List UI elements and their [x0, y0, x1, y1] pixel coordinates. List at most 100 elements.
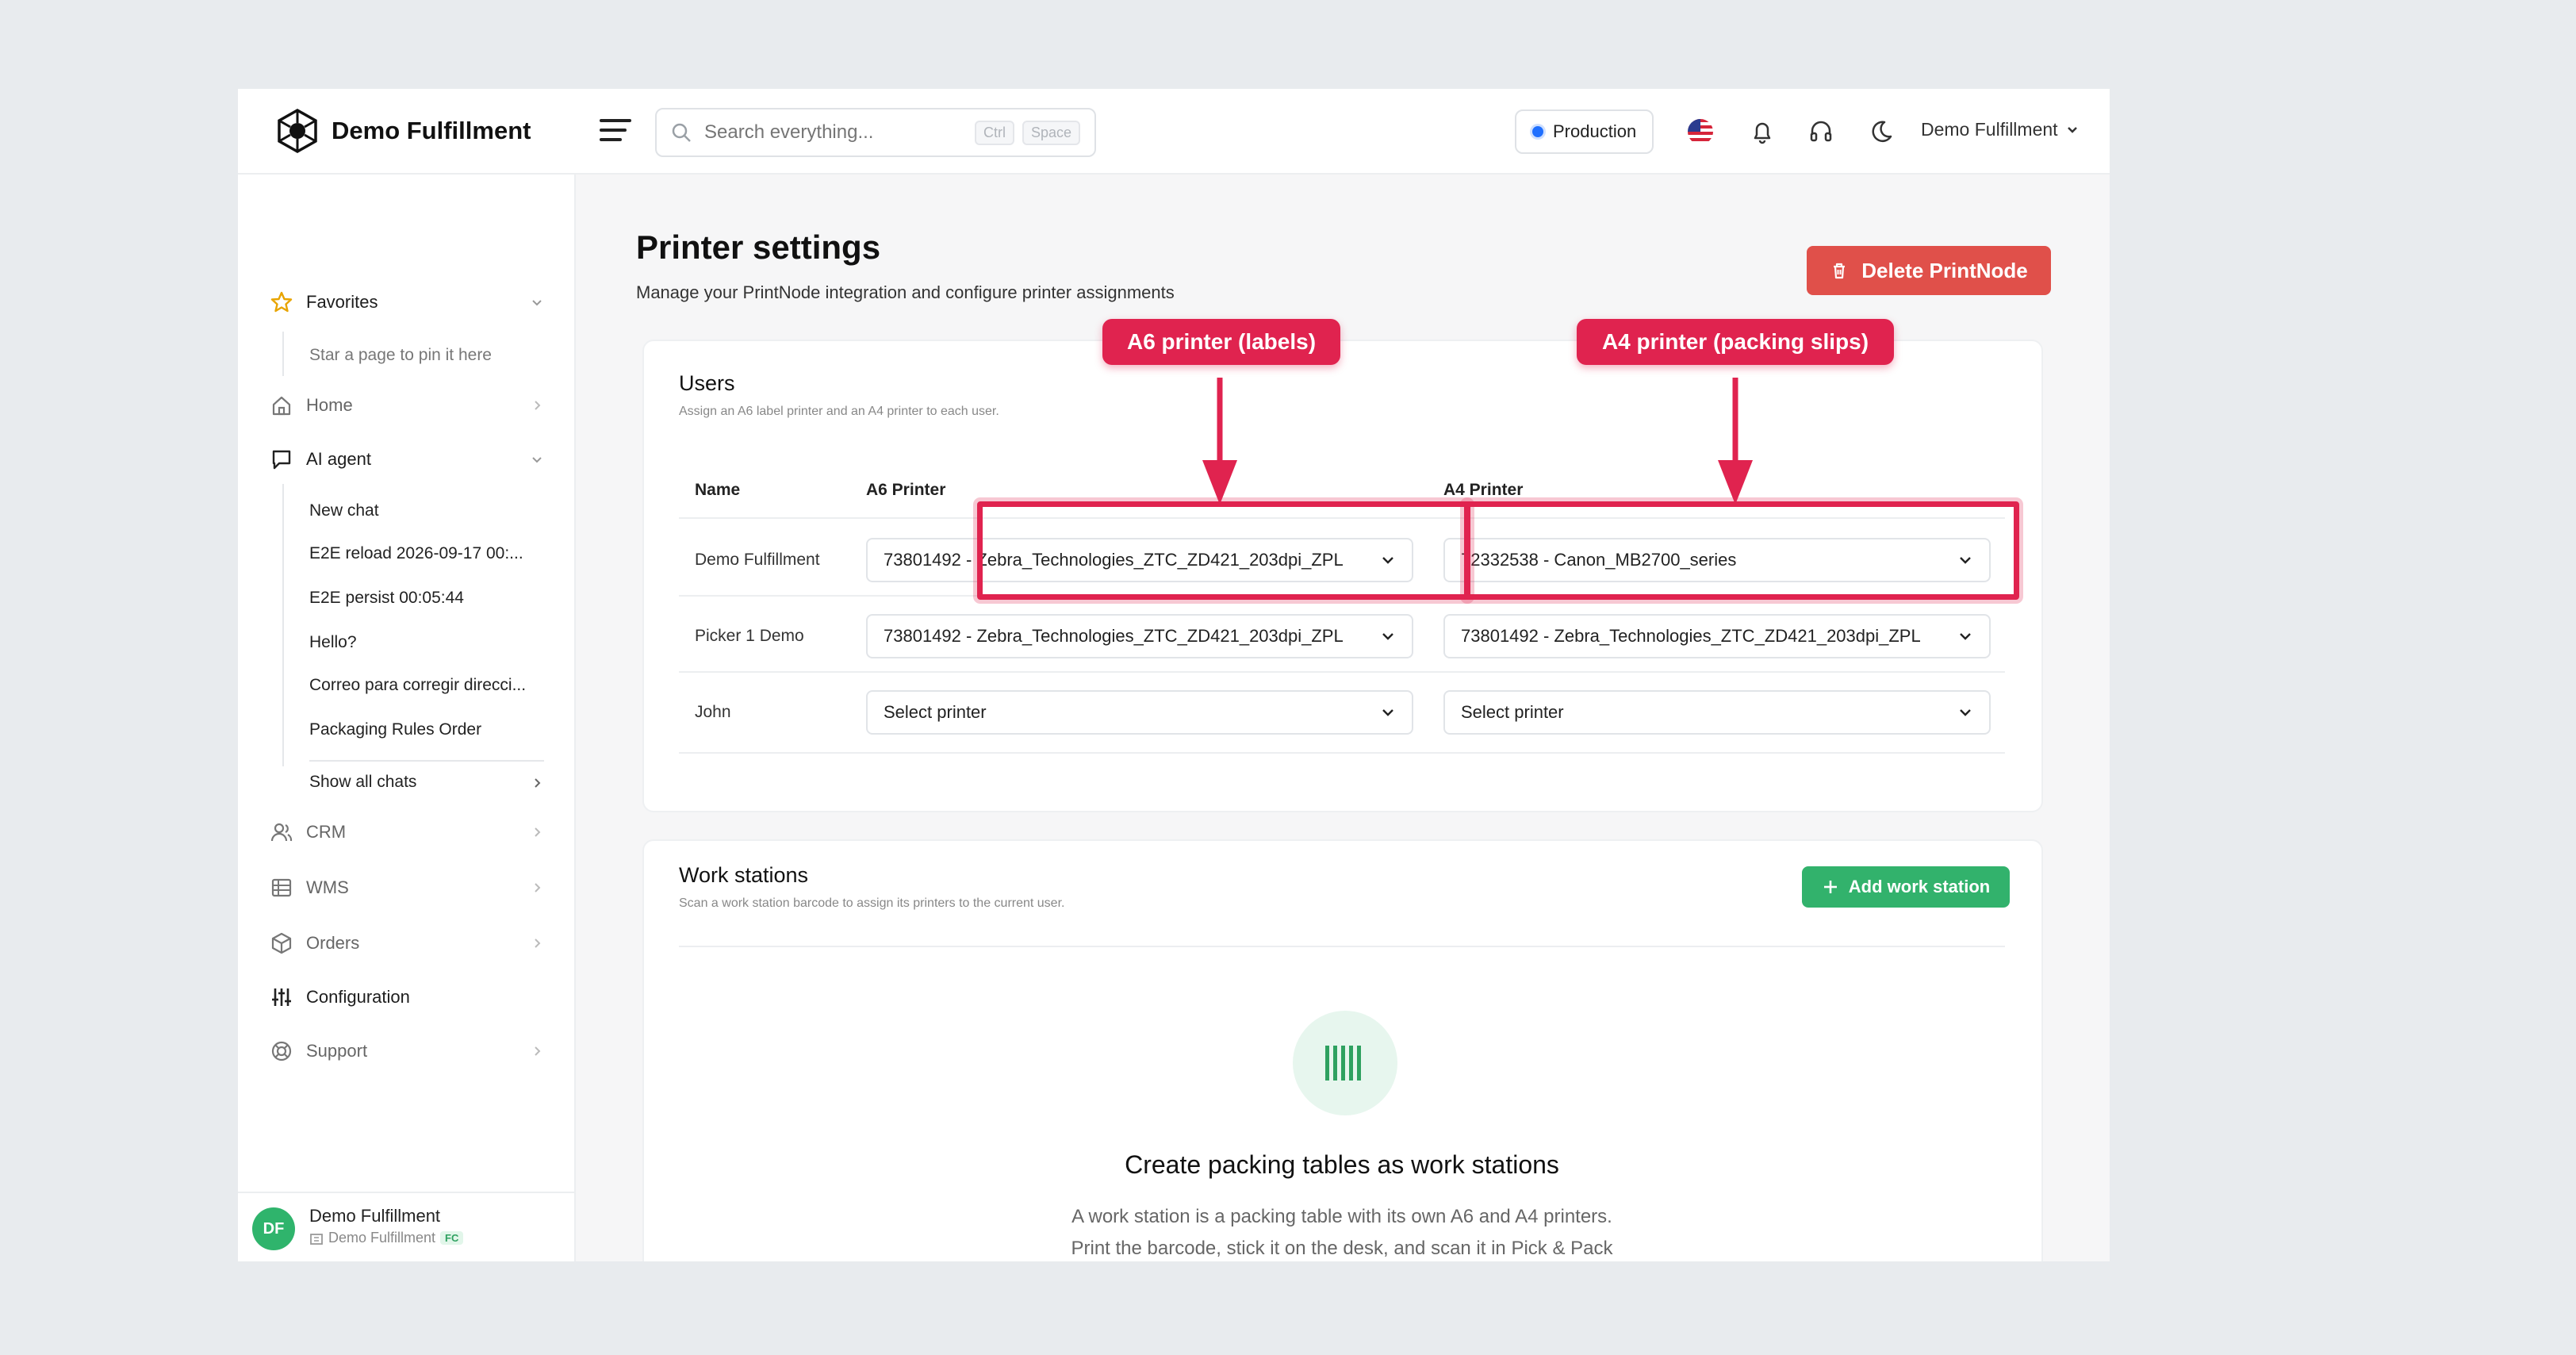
empty-state-title: Create packing tables as work stations	[1125, 1150, 1559, 1179]
chat-item[interactable]: E2E reload 2026-09-17 00:...	[309, 544, 523, 562]
chevron-down-icon	[1960, 633, 1971, 640]
sidebar-item-label: Support	[306, 1041, 368, 1061]
search-icon	[672, 123, 691, 142]
chat-item[interactable]: Packaging Rules Order	[309, 720, 482, 739]
chevron-down-icon	[1960, 709, 1971, 716]
sidebar-item-label: Favorites	[306, 292, 378, 312]
environment-label: Production	[1553, 121, 1637, 141]
select-value: 73801492 - Zebra_Technologies_ZTC_ZD421_…	[884, 550, 1344, 570]
column-header-a6: A6 Printer	[866, 481, 946, 499]
a6-printer-select[interactable]: 73801492 - Zebra_Technologies_ZTC_ZD421_…	[866, 538, 1413, 582]
work-stations-title: Work stations	[679, 863, 809, 887]
menu-toggle-icon[interactable]	[600, 119, 631, 144]
sidebar-item-wms[interactable]: WMS	[270, 876, 544, 900]
table-row-name: John	[695, 703, 731, 721]
table-divider	[679, 671, 2005, 673]
chevron-right-icon	[535, 1046, 541, 1056]
page-subtitle: Manage your PrintNode integration and co…	[636, 282, 1175, 302]
show-all-chats-link[interactable]: Show all chats	[309, 773, 544, 792]
ai-agent-divider	[282, 484, 284, 766]
empty-state-text: A work station is a packing table with i…	[1071, 1206, 1612, 1227]
chat-item[interactable]: E2E persist 00:05:44	[309, 589, 464, 607]
chat-item[interactable]: New chat	[309, 501, 379, 520]
chat-item[interactable]: Correo para corregir direcci...	[309, 676, 527, 694]
brand-logo[interactable]: Demo Fulfillment	[274, 108, 531, 154]
chevron-right-icon	[535, 827, 541, 837]
card-divider	[679, 946, 2005, 947]
account-footer[interactable]: DF Demo Fulfillment Demo Fulfillment FC	[238, 1192, 576, 1261]
user-menu[interactable]: Demo Fulfillment	[1921, 119, 2079, 140]
chat-list-divider	[309, 760, 544, 762]
account-badge: FC	[440, 1231, 464, 1245]
chevron-right-icon	[535, 401, 541, 410]
sidebar-item-home[interactable]: Home	[270, 393, 544, 417]
sidebar: Favorites Star a page to pin it here Hom…	[238, 175, 576, 1261]
search-input[interactable]	[704, 121, 967, 144]
chat-item[interactable]: Hello?	[309, 633, 357, 651]
environment-badge[interactable]: Production	[1515, 109, 1654, 154]
favorites-hint: Star a page to pin it here	[309, 346, 492, 364]
delete-printnode-button[interactable]: Delete PrintNode	[1807, 246, 2051, 295]
search-bar[interactable]: Ctrl Space	[655, 108, 1096, 157]
shortcut-space-key: Space	[1022, 120, 1080, 145]
avatar: DF	[252, 1207, 295, 1250]
us-flag-icon[interactable]	[1686, 117, 1715, 146]
sidebar-item-support[interactable]: Support	[270, 1039, 544, 1063]
sidebar-item-configuration[interactable]: Configuration	[270, 985, 544, 1009]
a6-printer-select[interactable]: 73801492 - Zebra_Technologies_ZTC_ZD421_…	[866, 614, 1413, 658]
sidebar-item-label: Configuration	[306, 987, 410, 1007]
environment-dot	[1532, 126, 1543, 137]
sidebar-item-crm[interactable]: CRM	[270, 820, 544, 844]
headset-icon[interactable]	[1807, 117, 1835, 146]
sidebar-item-label: AI agent	[306, 449, 371, 469]
add-work-station-label: Add work station	[1848, 877, 1991, 896]
dark-mode-moon-icon[interactable]	[1867, 117, 1896, 146]
add-work-station-button[interactable]: Add work station	[1802, 866, 2010, 908]
a4-annotation-label: A4 printer (packing slips)	[1577, 319, 1894, 365]
chevron-right-icon	[535, 778, 541, 788]
table-divider	[679, 752, 2005, 754]
account-name: Demo Fulfillment	[309, 1206, 441, 1226]
users-card: Users Assign an A6 label printer and an …	[642, 340, 2043, 812]
user-menu-label: Demo Fulfillment	[1921, 119, 2058, 140]
sliders-icon	[272, 988, 291, 1006]
sidebar-item-label: CRM	[306, 822, 347, 842]
table-row-name: Demo Fulfillment	[695, 551, 820, 569]
chat-bubble-icon	[272, 450, 291, 470]
bell-icon[interactable]	[1748, 117, 1777, 146]
sidebar-item-orders[interactable]: Orders	[270, 931, 544, 955]
column-header-a4: A4 Printer	[1443, 481, 1524, 499]
select-value: 73801492 - Zebra_Technologies_ZTC_ZD421_…	[884, 626, 1344, 646]
work-stations-card: Work stations Scan a work station barcod…	[642, 839, 2043, 1261]
table-divider	[679, 517, 2005, 519]
a4-printer-select[interactable]: 72332538 - Canon_MB2700_series	[1443, 538, 1991, 582]
a6-annotation-label: A6 printer (labels)	[1102, 319, 1340, 365]
brand-name: Demo Fulfillment	[332, 117, 531, 144]
logo-icon	[278, 108, 317, 154]
chevron-down-icon	[532, 457, 542, 463]
select-value: 73801492 - Zebra_Technologies_ZTC_ZD421_…	[1461, 626, 1921, 646]
sidebar-item-label: Orders	[306, 933, 360, 953]
users-card-subtitle: Assign an A6 label printer and an A4 pri…	[679, 405, 999, 418]
select-value: Select printer	[1461, 702, 1564, 722]
work-stations-subtitle: Scan a work station barcode to assign it…	[679, 896, 1065, 910]
shortcut-ctrl-key: Ctrl	[974, 120, 1014, 145]
table-grid-icon	[271, 878, 292, 897]
sidebar-item-favorites[interactable]: Favorites	[270, 290, 544, 314]
plus-icon	[1823, 881, 1837, 893]
a4-printer-select[interactable]: Select printer	[1443, 690, 1991, 735]
barcode-icon	[1293, 1011, 1397, 1115]
chevron-down-icon	[1382, 557, 1393, 564]
chevron-right-icon	[535, 883, 541, 892]
sidebar-item-label: WMS	[306, 877, 349, 897]
select-value: 72332538 - Canon_MB2700_series	[1461, 550, 1737, 570]
sidebar-item-ai-agent[interactable]: AI agent	[270, 447, 544, 471]
empty-state-text: Print the barcode, stick it on the desk,…	[1071, 1238, 1613, 1259]
a4-printer-select[interactable]: 73801492 - Zebra_Technologies_ZTC_ZD421_…	[1443, 614, 1991, 658]
top-bar: Demo Fulfillment Ctrl Space Production	[238, 89, 2110, 175]
chevron-down-icon	[1382, 633, 1393, 640]
a6-printer-select[interactable]: Select printer	[866, 690, 1413, 735]
account-org: Demo Fulfillment FC	[309, 1230, 464, 1246]
sidebar-item-label: Home	[306, 395, 353, 415]
